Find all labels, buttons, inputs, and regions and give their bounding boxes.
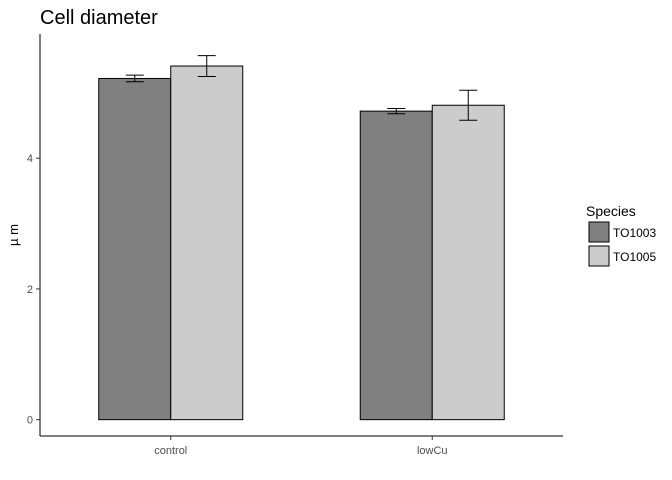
- legend-key: [588, 245, 610, 267]
- bar: [359, 110, 433, 421]
- y-tick-label: 2: [27, 284, 33, 296]
- y-tick-label: 4: [27, 153, 33, 165]
- legend: Species TO1003 TO1005: [586, 203, 656, 267]
- y-tick-label: 0: [27, 415, 33, 427]
- bar: [431, 104, 505, 421]
- legend-key: [588, 221, 610, 243]
- legend-label: TO1003: [613, 226, 656, 240]
- legend-title: Species: [586, 203, 636, 219]
- plot-area: 0 2 4 control lowCu: [27, 34, 563, 457]
- bar: [98, 77, 172, 421]
- legend-label: TO1005: [613, 250, 656, 264]
- x-tick-label: control: [154, 445, 187, 457]
- y-axis-label: µ m: [6, 224, 21, 246]
- chart-title: Cell diameter: [40, 7, 158, 29]
- bar: [170, 65, 244, 421]
- x-tick-label: lowCu: [417, 445, 448, 457]
